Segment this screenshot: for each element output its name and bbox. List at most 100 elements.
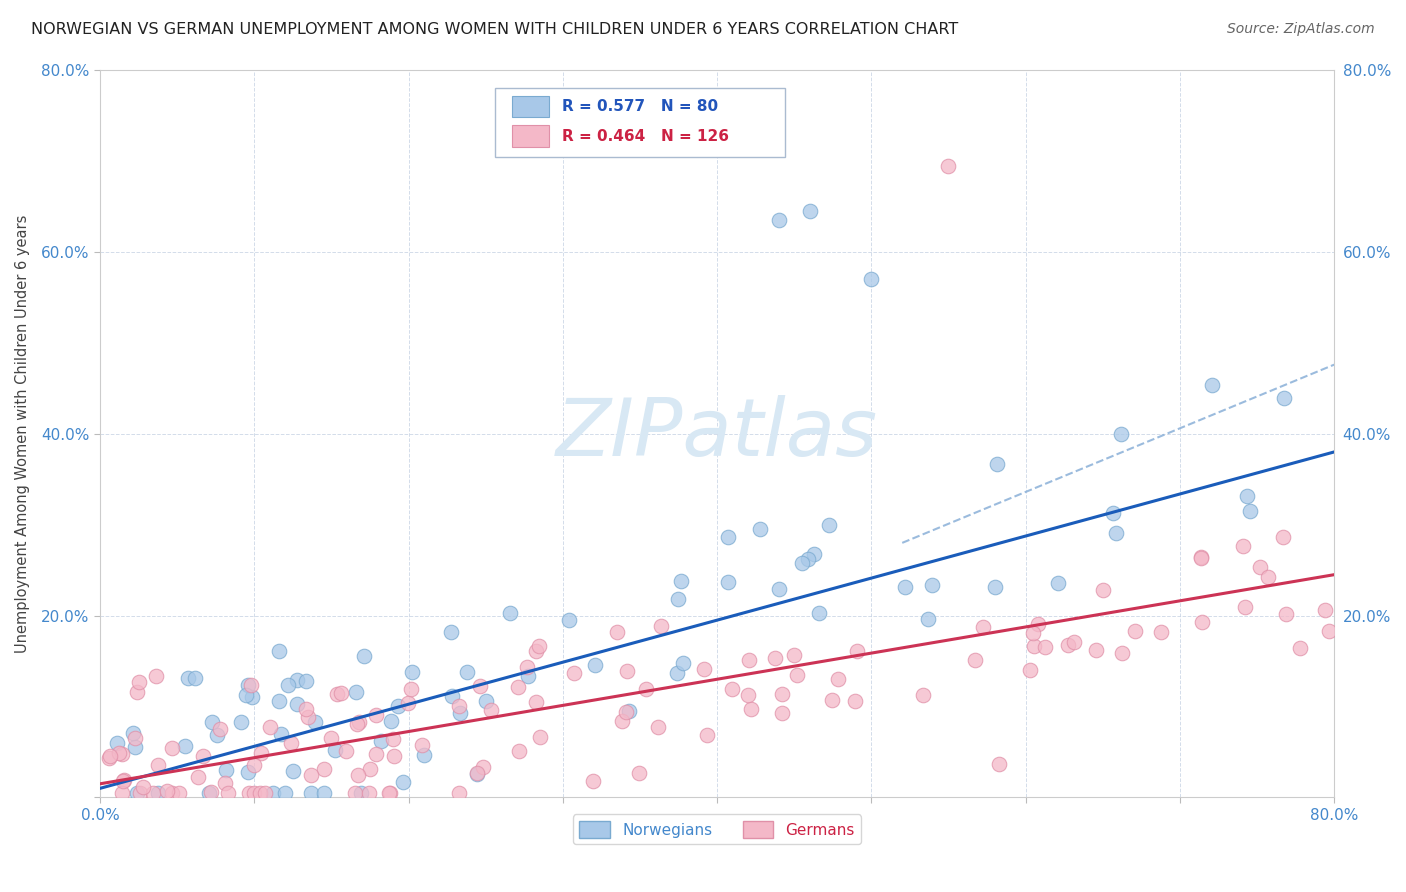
Point	[987, 757, 1010, 772]
Point	[1105, 526, 1128, 541]
Point	[665, 665, 688, 680]
Point	[1271, 530, 1294, 544]
Point	[240, 690, 263, 705]
Text: NORWEGIAN VS GERMAN UNEMPLOYMENT AMONG WOMEN WITH CHILDREN UNDER 6 YEARS CORRELA: NORWEGIAN VS GERMAN UNEMPLOYMENT AMONG W…	[31, 22, 957, 37]
Point	[299, 768, 322, 782]
Point	[1233, 600, 1256, 615]
Point	[786, 668, 808, 682]
Point	[347, 768, 370, 782]
Point	[1272, 391, 1295, 405]
Point	[344, 684, 367, 698]
Legend: Norwegians, Germans: Norwegians, Germans	[574, 814, 860, 845]
FancyBboxPatch shape	[512, 126, 550, 147]
Point	[1257, 570, 1279, 584]
Point	[1056, 638, 1078, 652]
Text: R = 0.464   N = 126: R = 0.464 N = 126	[561, 128, 728, 144]
Point	[215, 763, 238, 777]
Point	[894, 580, 917, 594]
Point	[231, 714, 253, 729]
Point	[737, 653, 759, 667]
Point	[413, 747, 436, 762]
Point	[326, 687, 349, 701]
Point	[366, 747, 388, 761]
Point	[238, 786, 260, 800]
Point	[524, 696, 547, 710]
Point	[314, 786, 336, 800]
Point	[359, 762, 381, 776]
Point	[335, 744, 357, 758]
Point	[205, 728, 228, 742]
Point	[1111, 646, 1133, 660]
Point	[1092, 583, 1115, 598]
Point	[273, 786, 295, 800]
Point	[717, 530, 740, 544]
Point	[243, 758, 266, 772]
Point	[616, 664, 638, 678]
Point	[447, 698, 470, 713]
Point	[1024, 639, 1046, 653]
Point	[124, 731, 146, 745]
Point	[1232, 539, 1254, 553]
Point	[330, 686, 353, 700]
Point	[353, 649, 375, 664]
Point	[696, 728, 718, 742]
Point	[236, 764, 259, 779]
Point	[249, 786, 271, 800]
Point	[240, 678, 263, 692]
Point	[627, 765, 650, 780]
Point	[844, 694, 866, 708]
Text: ZIPatlas: ZIPatlas	[555, 395, 879, 473]
Point	[516, 659, 538, 673]
Point	[380, 714, 402, 729]
Point	[524, 644, 547, 658]
Point	[799, 204, 821, 219]
Point	[128, 675, 150, 690]
Point	[111, 786, 134, 800]
Point	[1035, 640, 1057, 654]
Point	[768, 582, 790, 596]
Point	[200, 785, 222, 799]
Point	[396, 696, 419, 710]
Point	[912, 688, 935, 702]
Point	[917, 612, 939, 626]
Point	[972, 620, 994, 634]
Point	[717, 574, 740, 589]
Point	[783, 648, 806, 663]
Point	[100, 748, 122, 763]
Point	[860, 272, 883, 286]
Point	[1150, 625, 1173, 640]
Point	[606, 625, 628, 640]
Point	[299, 786, 322, 800]
Point	[1063, 634, 1085, 648]
Point	[692, 662, 714, 676]
Point	[465, 766, 488, 780]
Point	[508, 744, 530, 758]
Point	[921, 578, 943, 592]
Point	[938, 159, 960, 173]
Point	[965, 653, 987, 667]
Point	[984, 580, 1007, 594]
Point	[267, 644, 290, 658]
Point	[98, 750, 121, 764]
Point	[797, 551, 820, 566]
Point	[721, 682, 744, 697]
Point	[124, 740, 146, 755]
Point	[1315, 602, 1337, 616]
Point	[112, 772, 135, 787]
Point	[312, 762, 335, 776]
Point	[370, 733, 392, 747]
Point	[156, 783, 179, 797]
Point	[262, 786, 284, 800]
Point	[1201, 377, 1223, 392]
Point	[217, 786, 239, 800]
Point	[294, 702, 316, 716]
Point	[1047, 576, 1070, 591]
Point	[440, 625, 463, 640]
Point	[527, 639, 550, 653]
Point	[249, 746, 271, 760]
Point	[174, 739, 197, 753]
Point	[1022, 626, 1045, 640]
Point	[1289, 640, 1312, 655]
Point	[349, 786, 371, 800]
Point	[297, 710, 319, 724]
